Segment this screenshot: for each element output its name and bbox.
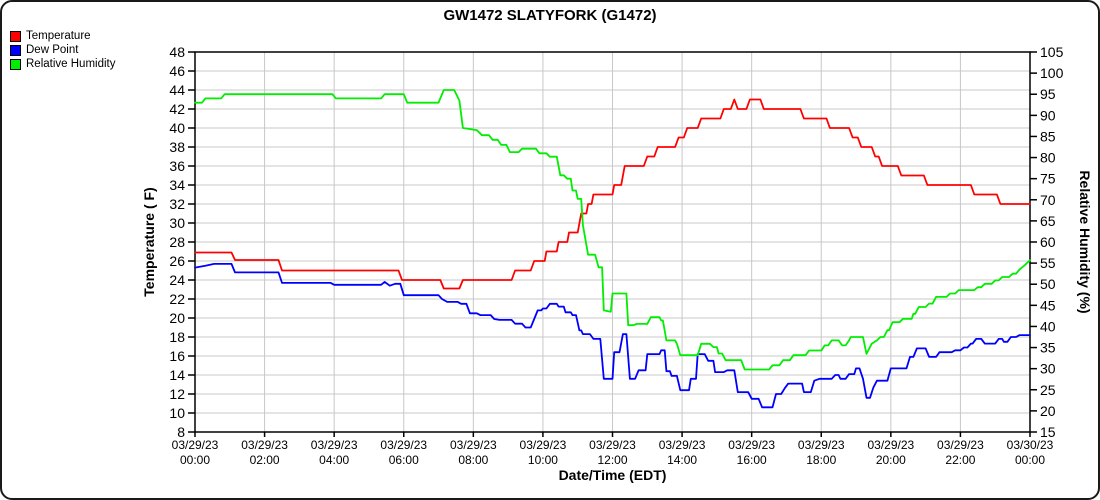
x-tick-time-label: 12:00 — [597, 453, 627, 467]
legend: Temperature Dew Point Relative Humidity — [10, 29, 115, 71]
y-left-tick-label: 14 — [169, 367, 185, 383]
x-tick-time-label: 16:00 — [737, 453, 767, 467]
y-right-tick-label: 95 — [1040, 86, 1056, 102]
legend-item-temperature: Temperature — [10, 29, 115, 43]
y-right-tick-label: 70 — [1040, 192, 1056, 208]
x-tick-date-label: 03/29/23 — [798, 438, 845, 452]
chart-title: GW1472 SLATYFORK (G1472) — [443, 7, 657, 24]
y-left-tick-label: 32 — [169, 196, 185, 212]
x-axis-title: Date/Time (EDT) — [559, 467, 667, 483]
x-tick-time-label: 00:00 — [180, 453, 210, 467]
x-tick-date-label: 03/29/23 — [450, 438, 497, 452]
x-tick-date-label: 03/29/23 — [311, 438, 358, 452]
series-line-temperature — [194, 98, 1031, 290]
y-right-tick-label: 80 — [1040, 150, 1056, 166]
y-right-tick-label: 55 — [1040, 255, 1056, 271]
y-left-tick-label: 46 — [169, 63, 185, 79]
y-left-tick-label: 40 — [169, 120, 185, 136]
y-right-tick-label: 90 — [1040, 107, 1056, 123]
y-right-tick-label: 40 — [1040, 318, 1056, 334]
y-left-tick-label: 24 — [169, 272, 185, 288]
x-tick-date-label: 03/29/23 — [172, 438, 219, 452]
y-right-tick-label: 35 — [1040, 340, 1056, 356]
legend-label-relative-humidity: Relative Humidity — [26, 58, 116, 70]
x-tick-time-label: 20:00 — [876, 453, 906, 467]
y-right-tick-label: 30 — [1040, 361, 1056, 377]
y-right-tick-label: 85 — [1040, 128, 1056, 144]
x-tick-date-label: 03/30/23 — [1007, 438, 1054, 452]
x-tick-date-label: 03/29/23 — [241, 438, 288, 452]
y-left-tick-label: 8 — [177, 424, 185, 440]
y-left-tick-label: 34 — [169, 177, 185, 193]
y-right-tick-label: 50 — [1040, 276, 1056, 292]
x-tick-time-label: 10:00 — [528, 453, 558, 467]
x-tick-date-label: 03/29/23 — [380, 438, 427, 452]
y-left-tick-label: 20 — [169, 310, 185, 326]
x-tick-time-label: 04:00 — [319, 453, 349, 467]
y-right-tick-label: 20 — [1040, 403, 1056, 419]
y-left-tick-label: 12 — [169, 386, 185, 402]
legend-item-relative-humidity: Relative Humidity — [10, 57, 115, 71]
y-left-tick-label: 48 — [169, 44, 185, 60]
y-right-tick-label: 25 — [1040, 382, 1056, 398]
x-tick-date-label: 03/29/23 — [867, 438, 914, 452]
legend-item-dew-point: Dew Point — [10, 43, 115, 57]
x-tick-date-label: 03/29/23 — [728, 438, 775, 452]
x-tick-time-label: 06:00 — [389, 453, 419, 467]
y-right-tick-label: 75 — [1040, 171, 1056, 187]
y-right-tick-label: 65 — [1040, 213, 1056, 229]
y-left-tick-label: 30 — [169, 215, 185, 231]
y-left-tick-label: 16 — [169, 348, 185, 364]
series-line-dew-point — [194, 262, 1031, 409]
series-line-relative-humidity — [194, 89, 1031, 371]
legend-label-temperature: Temperature — [26, 30, 91, 42]
y-right-tick-label: 100 — [1040, 65, 1064, 81]
y-right-tick-label: 105 — [1040, 44, 1064, 60]
y-left-tick-label: 26 — [169, 253, 185, 269]
legend-swatch-relative-humidity-icon — [10, 58, 21, 70]
x-tick-time-label: 14:00 — [667, 453, 697, 467]
y-right-tick-label: 60 — [1040, 234, 1056, 250]
legend-swatch-temperature-icon — [10, 30, 21, 42]
y-right-tick-label: 15 — [1040, 424, 1056, 440]
y-left-tick-label: 28 — [169, 234, 185, 250]
x-tick-time-label: 08:00 — [458, 453, 488, 467]
y-right-tick-label: 45 — [1040, 297, 1056, 313]
x-tick-date-label: 03/29/23 — [659, 438, 706, 452]
y-left-tick-label: 36 — [169, 158, 185, 174]
y-right-axis-title: Relative Humidity (%) — [1077, 170, 1093, 313]
y-left-tick-label: 42 — [169, 101, 185, 117]
x-tick-date-label: 03/29/23 — [520, 438, 567, 452]
y-left-axis-title: Temperature ( F) — [141, 187, 157, 296]
legend-label-dew-point: Dew Point — [26, 44, 79, 56]
x-tick-time-label: 18:00 — [806, 453, 836, 467]
x-tick-date-label: 03/29/23 — [589, 438, 636, 452]
y-left-tick-label: 22 — [169, 291, 185, 307]
x-tick-time-label: 02:00 — [250, 453, 280, 467]
x-tick-time-label: 22:00 — [945, 453, 975, 467]
x-tick-date-label: 03/29/23 — [937, 438, 984, 452]
y-left-tick-label: 44 — [169, 82, 185, 98]
y-left-tick-label: 10 — [169, 405, 185, 421]
y-left-tick-label: 18 — [169, 329, 185, 345]
x-tick-time-label: 00:00 — [1015, 453, 1045, 467]
y-left-tick-label: 38 — [169, 139, 185, 155]
legend-swatch-dew-point-icon — [10, 44, 21, 56]
